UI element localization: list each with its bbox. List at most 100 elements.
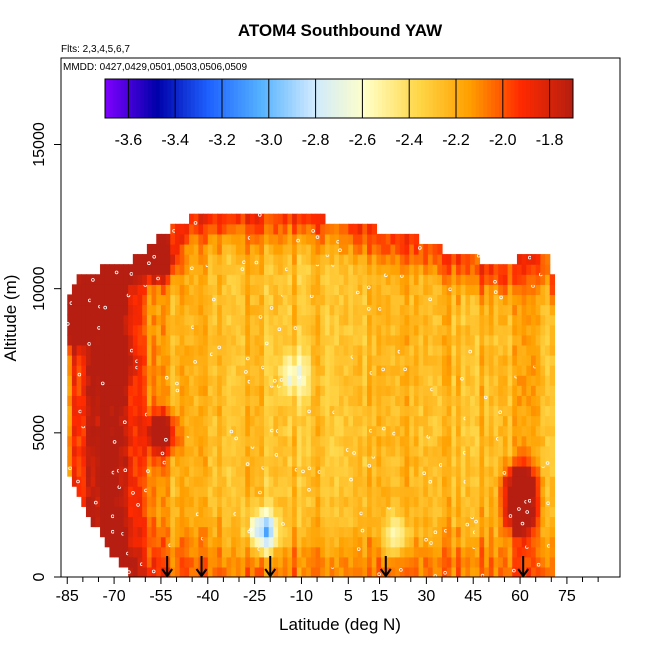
heatmap-cell (245, 536, 251, 548)
heatmap-cell (404, 566, 410, 577)
heatmap-cell (310, 536, 317, 548)
heatmap-cell (221, 455, 228, 467)
colorbar-swatch (346, 79, 352, 118)
heatmap-cell (352, 254, 359, 265)
heatmap-cell (404, 486, 410, 497)
heatmap-cell (240, 526, 246, 538)
heatmap-cell (381, 284, 387, 296)
heatmap-cell (446, 546, 452, 558)
heatmap-cell (245, 233, 251, 245)
heatmap-cell (118, 405, 125, 417)
colorbar-tick-label: -1.8 (536, 132, 564, 149)
heatmap-cell (151, 324, 157, 336)
heatmap-cell (531, 486, 537, 497)
heatmap-cell (71, 334, 78, 346)
heatmap-cell (268, 254, 274, 265)
heatmap-cell (184, 395, 190, 407)
heatmap-cell (203, 465, 209, 477)
heatmap-cell (240, 314, 246, 326)
heatmap-cell (76, 324, 82, 336)
heatmap-cell (531, 536, 537, 548)
heatmap-cell (71, 375, 78, 386)
heatmap-cell (137, 365, 143, 376)
colorbar-swatch (186, 79, 192, 118)
sample-point (498, 410, 503, 415)
heatmap-cell (156, 445, 162, 457)
heatmap-cell (292, 486, 298, 497)
heatmap-cell (151, 415, 157, 427)
heatmap-cell (409, 546, 415, 558)
heatmap-cell (100, 385, 106, 396)
heatmap-cell (179, 395, 185, 407)
heatmap-cell (249, 243, 256, 255)
heatmap-cell (531, 445, 537, 457)
heatmap-cell (446, 375, 452, 386)
heatmap-cell (306, 526, 312, 538)
heatmap-cell (221, 435, 228, 447)
heatmap-cell (278, 445, 284, 457)
heatmap-cell (278, 496, 284, 507)
heatmap-cell (287, 264, 293, 275)
heatmap-cell (465, 476, 471, 487)
heatmap-cell (427, 526, 434, 538)
heatmap-cell (343, 365, 349, 376)
heatmap-cell (338, 415, 345, 427)
heatmap-cell (371, 415, 378, 427)
heatmap-cell (212, 274, 218, 285)
heatmap-cell (189, 395, 195, 407)
heatmap-cell (296, 435, 303, 447)
heatmap-cell (263, 486, 270, 497)
heatmap-cell (535, 516, 541, 528)
heatmap-cell (456, 264, 462, 275)
heatmap-cell (507, 365, 513, 376)
heatmap-cell (76, 314, 82, 326)
heatmap-cell (334, 415, 340, 427)
heatmap-cell (132, 425, 139, 437)
heatmap-cell (441, 415, 448, 427)
heatmap-cell (170, 365, 176, 376)
heatmap-cell (118, 425, 125, 437)
heatmap-cell (165, 405, 171, 417)
heatmap-cell (137, 445, 143, 457)
heatmap-cell (324, 375, 331, 386)
heatmap-cell (226, 344, 232, 356)
heatmap-cell (217, 334, 223, 346)
heatmap-cell (118, 435, 125, 447)
sample-point (525, 510, 529, 514)
heatmap-cell (362, 566, 368, 577)
heatmap-cell (174, 526, 181, 538)
heatmap-cell (85, 395, 92, 407)
heatmap-cell (531, 546, 537, 558)
heatmap-cell (292, 556, 298, 568)
heatmap-cell (423, 385, 429, 396)
heatmap-cell (493, 516, 499, 528)
heatmap-cell (278, 395, 284, 407)
heatmap-cell (502, 546, 509, 558)
heatmap-cell (549, 284, 556, 296)
heatmap-cell (315, 455, 321, 467)
heatmap-cell (240, 395, 246, 407)
heatmap-cell (174, 314, 181, 326)
colorbar-swatch (522, 79, 527, 118)
heatmap-cell (512, 415, 518, 427)
heatmap-cell (418, 324, 424, 336)
heatmap-cell (235, 274, 242, 285)
heatmap-cell (399, 233, 406, 245)
heatmap-cell (516, 324, 523, 336)
heatmap-cell (128, 405, 134, 417)
heatmap-cell (493, 435, 499, 447)
heatmap-cell (76, 445, 82, 457)
heatmap-cell (146, 476, 153, 487)
heatmap-cell (109, 284, 115, 296)
heatmap-cell (423, 284, 429, 296)
heatmap-cell (399, 254, 406, 265)
heatmap-cell (184, 445, 190, 457)
heatmap-cell (488, 476, 495, 487)
heatmap-cell (193, 324, 199, 336)
heatmap-cell (390, 496, 396, 507)
colorbar-swatch (151, 79, 157, 118)
heatmap-cell (306, 284, 312, 296)
heatmap-cell (367, 566, 373, 577)
heatmap-cell (207, 314, 214, 326)
heatmap-cell (104, 354, 110, 366)
